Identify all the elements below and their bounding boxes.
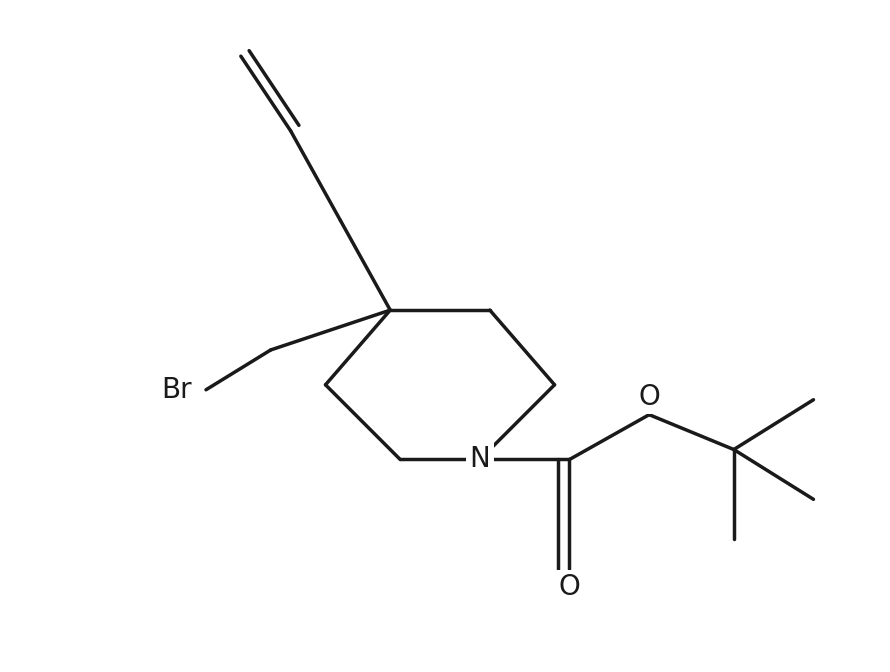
- Text: Br: Br: [161, 376, 191, 404]
- Text: O: O: [559, 573, 580, 601]
- Text: N: N: [470, 446, 490, 474]
- Text: O: O: [638, 383, 660, 411]
